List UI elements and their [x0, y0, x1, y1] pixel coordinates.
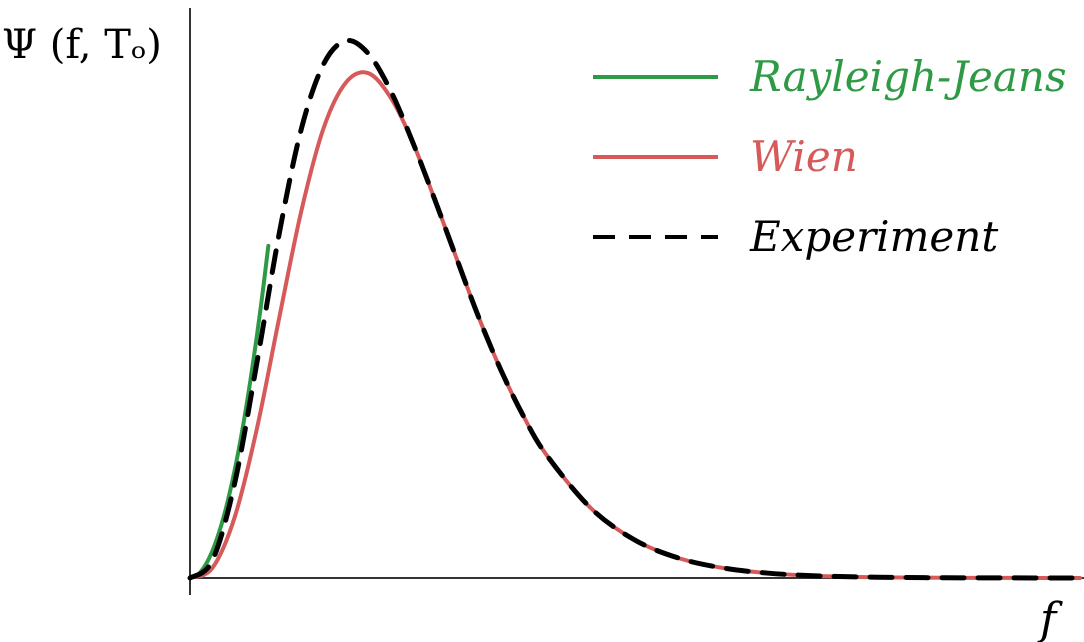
legend: Rayleigh-Jeans Wien Experiment	[593, 52, 1067, 261]
series-line-wien	[188, 70, 1082, 580]
series-line-experiment	[187, 37, 1083, 581]
series-curves	[187, 37, 1083, 581]
y-axis-label: Ψ (f, Tₒ)	[2, 22, 162, 68]
legend-label-experiment: Experiment	[749, 212, 998, 261]
legend-label-rayleigh-jeans: Rayleigh-Jeans	[749, 52, 1067, 101]
legend-label-wien: Wien	[750, 132, 858, 181]
x-axis-label: f	[1037, 594, 1063, 642]
series-line-rayleigh-jeans	[188, 243, 271, 580]
